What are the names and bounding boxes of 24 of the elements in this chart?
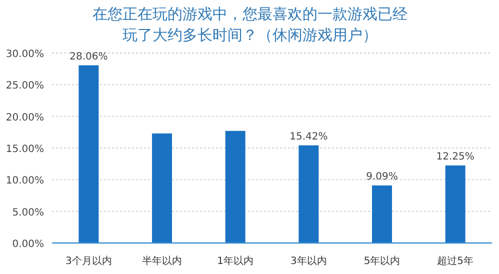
y-tick-label: 30.00% — [6, 49, 44, 60]
data-label: 15.42% — [290, 131, 328, 142]
y-tick-label: 25.00% — [6, 80, 44, 92]
y-tick-label: 15.00% — [6, 144, 44, 155]
chart-title: 在您正在玩的游戏中，您最喜欢的一款游戏已经玩了大约多长时间？（休闲游戏用户） — [92, 5, 408, 44]
x-tick-label: 半年以内 — [142, 255, 182, 267]
data-label: 9.09% — [366, 171, 398, 182]
x-tick-label: 3个月以内 — [65, 255, 112, 267]
y-tick-label: 10.00% — [6, 176, 44, 187]
data-label: 28.06% — [70, 51, 108, 62]
x-tick-label: 5年以内 — [364, 255, 400, 267]
x-tick-label: 3年以内 — [290, 255, 327, 267]
bar — [298, 145, 319, 243]
bar — [78, 65, 99, 243]
x-tick-label: 超过5年 — [437, 255, 474, 267]
bar — [372, 185, 392, 243]
y-tick-label: 0.00% — [12, 239, 44, 250]
bar — [152, 133, 172, 243]
bar — [225, 130, 246, 243]
y-tick-label: 5.00% — [12, 207, 44, 218]
y-tick-label: 20.00% — [6, 112, 44, 124]
data-label: 12.25% — [436, 151, 474, 162]
bar — [445, 165, 466, 243]
x-tick-label: 1年以内 — [217, 255, 254, 267]
